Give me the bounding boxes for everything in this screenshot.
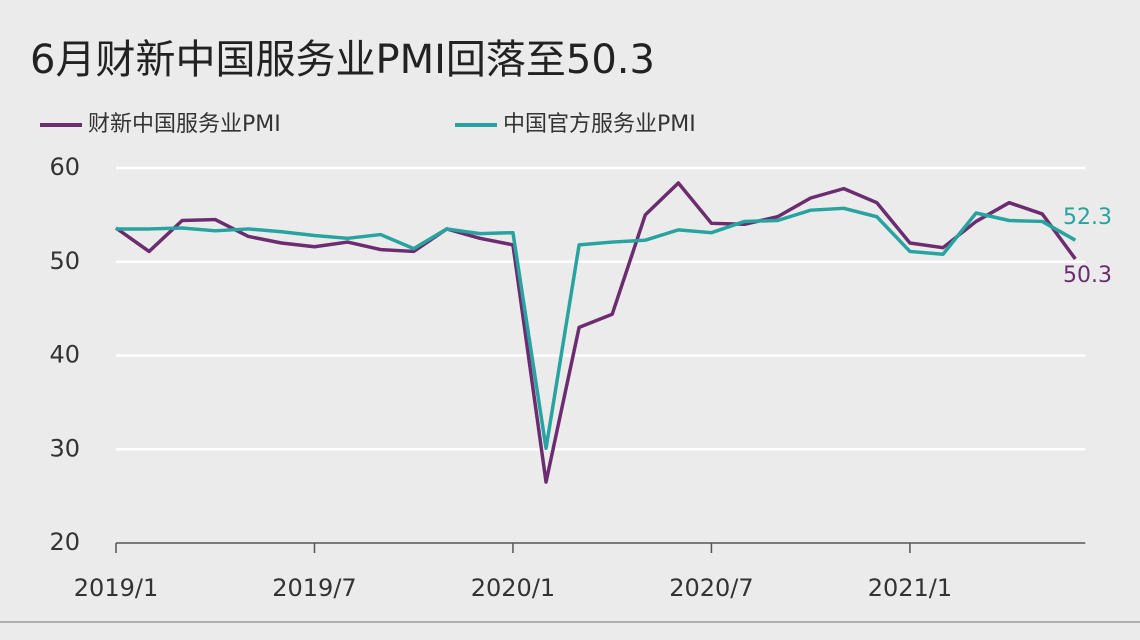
series-line <box>116 206 1077 451</box>
y-tick-label: 20 <box>49 528 80 556</box>
x-tick-label: 2021/1 <box>868 574 952 602</box>
y-tick-label: 30 <box>49 434 80 462</box>
end-label: 52.3 <box>1063 205 1112 230</box>
series-line <box>114 181 1077 484</box>
x-tick-label: 2019/1 <box>74 574 158 602</box>
legend-label: 中国官方服务业PMI <box>503 112 696 137</box>
end-label: 50.3 <box>1063 263 1112 288</box>
chart-title: 6月财新中国服务业PMI回落至50.3 <box>30 37 655 83</box>
y-tick-label: 50 <box>49 247 80 275</box>
y-tick-label: 40 <box>49 341 80 369</box>
x-tick-label: 2020/7 <box>669 574 753 602</box>
x-tick-label: 2019/7 <box>272 574 356 602</box>
x-tick-label: 2020/1 <box>471 574 555 602</box>
legend-label: 财新中国服务业PMI <box>88 112 281 137</box>
y-tick-label: 60 <box>49 153 80 181</box>
